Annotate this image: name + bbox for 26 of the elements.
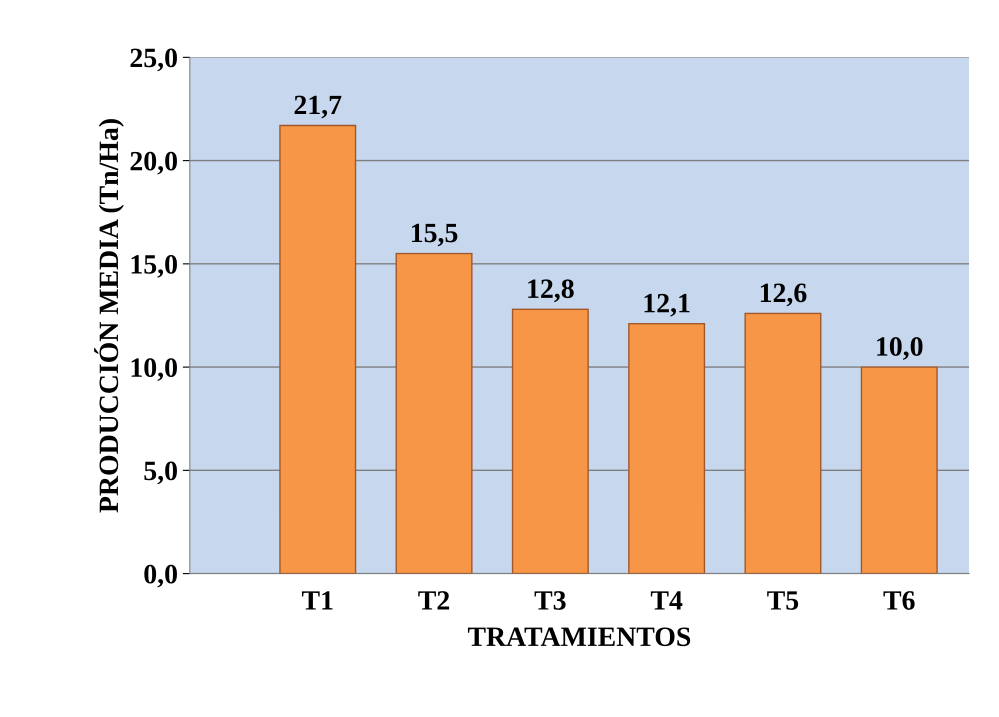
y-tick-label: 10,0 (132, 358, 177, 382)
x-tick-label: T6 (883, 591, 915, 610)
y-tick-label: 15,0 (132, 255, 177, 278)
x-tick-label: T1 (302, 591, 333, 610)
bar (860, 366, 938, 574)
y-tick-label: 0,0 (144, 564, 177, 588)
x-tick-label: T5 (767, 591, 798, 610)
bar (512, 308, 589, 574)
bar (628, 323, 706, 574)
data-label: 12,1 (644, 294, 690, 317)
data-label: 12,8 (528, 279, 574, 302)
y-tick-label: 25,0 (130, 48, 177, 72)
bar (279, 124, 356, 574)
data-label: 21,7 (294, 96, 342, 118)
data-label: 15,5 (412, 224, 458, 246)
y-axis-title: PRODUCCIÓN MEDIA (Tn/Ha) (94, 119, 124, 513)
bar (744, 312, 822, 574)
data-label: 10,0 (877, 337, 922, 360)
y-tick-label: 20,0 (130, 152, 177, 175)
y-tick-label: 5,0 (144, 462, 177, 484)
x-tick-label: T2 (418, 591, 450, 610)
data-label: 12,6 (760, 284, 806, 306)
x-tick-label: T3 (534, 591, 566, 610)
bar (396, 252, 473, 574)
x-tick-label: T4 (650, 591, 682, 610)
x-axis-title: TRATAMIENTOS (468, 627, 690, 646)
